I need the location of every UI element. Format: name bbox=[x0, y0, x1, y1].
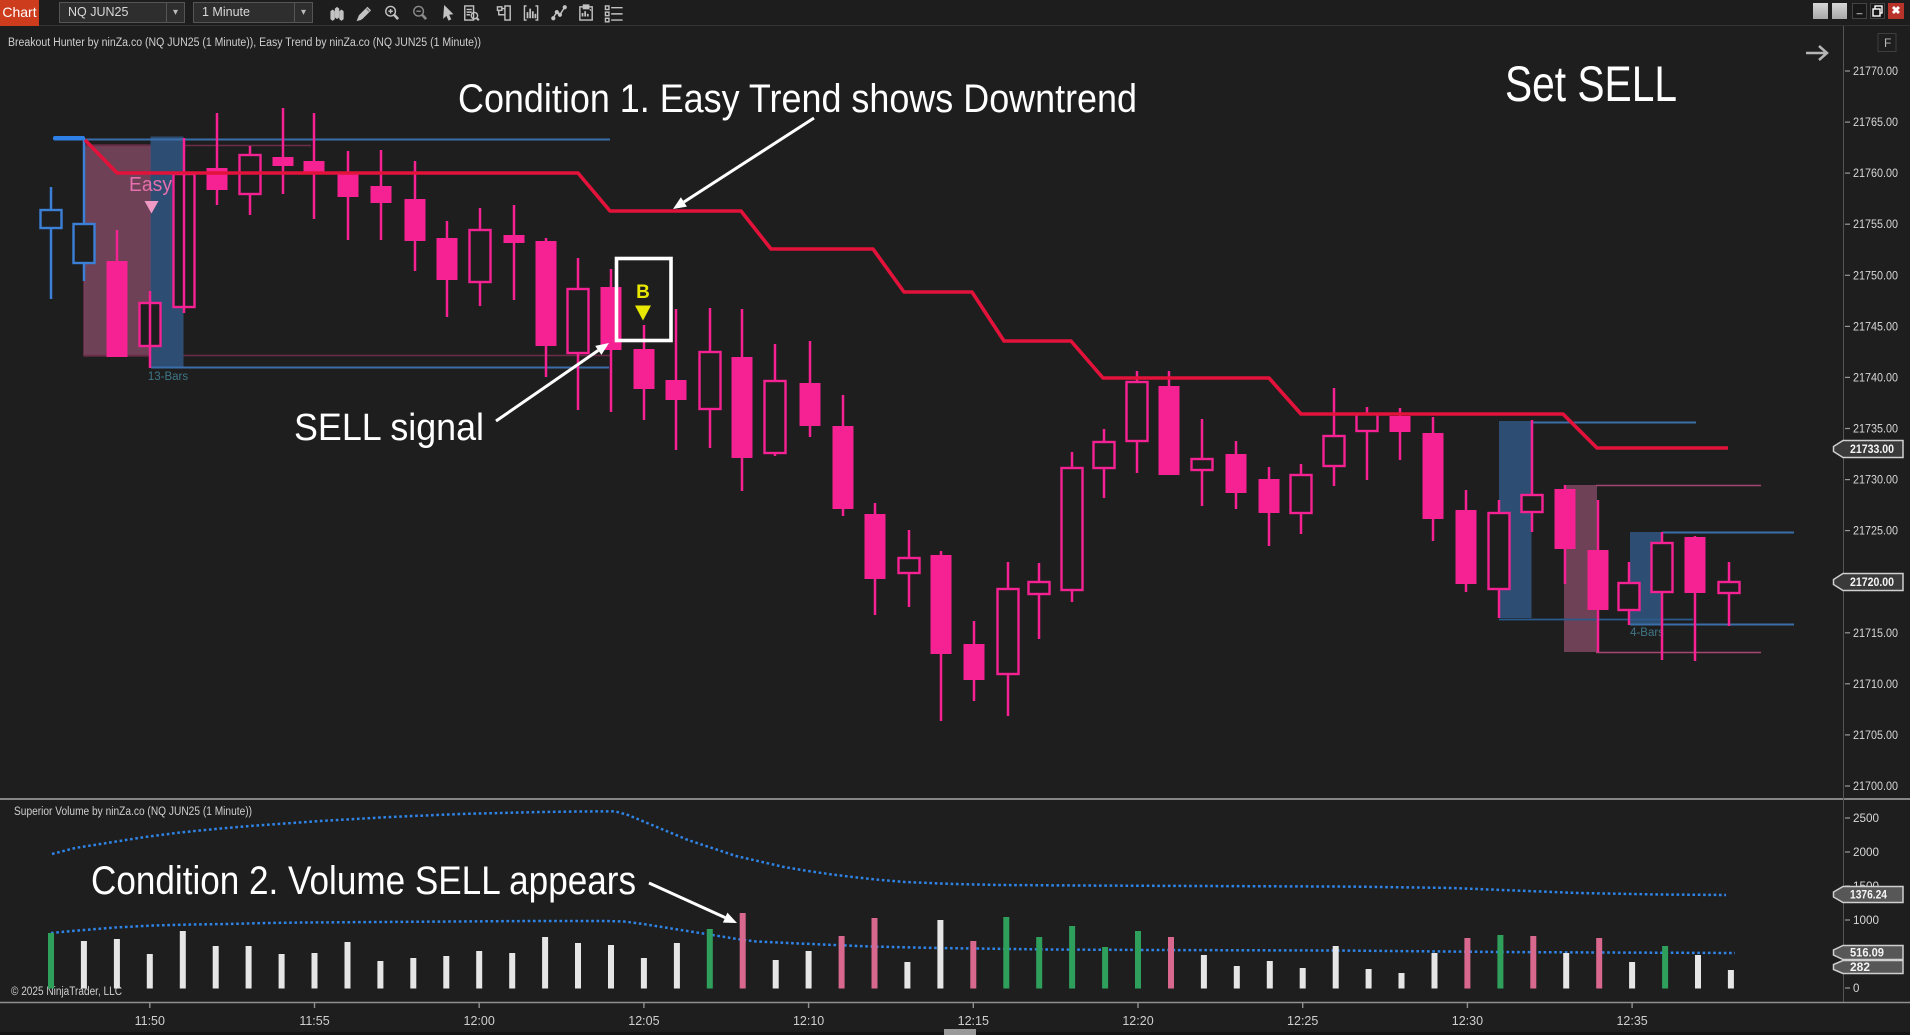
svg-text:2000: 2000 bbox=[1853, 847, 1879, 859]
svg-text:21733.00: 21733.00 bbox=[1850, 444, 1894, 456]
svg-text:21730.00: 21730.00 bbox=[1853, 475, 1898, 487]
svg-text:1376.24: 1376.24 bbox=[1850, 890, 1888, 902]
svg-text:21705.00: 21705.00 bbox=[1853, 730, 1898, 742]
svg-text:12:00: 12:00 bbox=[464, 1014, 495, 1028]
svg-text:2500: 2500 bbox=[1853, 813, 1879, 825]
svg-text:516.09: 516.09 bbox=[1850, 948, 1884, 960]
svg-text:Condition 2. Volume SELL appea: Condition 2. Volume SELL appears bbox=[91, 859, 636, 903]
svg-text:21755.00: 21755.00 bbox=[1853, 219, 1898, 231]
svg-text:4-Bars: 4-Bars bbox=[1630, 627, 1664, 639]
svg-text:21710.00: 21710.00 bbox=[1853, 679, 1898, 691]
svg-text:21715.00: 21715.00 bbox=[1853, 628, 1898, 640]
svg-text:11:55: 11:55 bbox=[299, 1014, 329, 1028]
svg-text:12:10: 12:10 bbox=[793, 1014, 824, 1028]
svg-text:12:35: 12:35 bbox=[1616, 1014, 1647, 1028]
svg-text:21750.00: 21750.00 bbox=[1853, 270, 1898, 282]
svg-text:12:15: 12:15 bbox=[958, 1014, 989, 1028]
svg-text:11:50: 11:50 bbox=[135, 1014, 165, 1028]
svg-text:12:20: 12:20 bbox=[1122, 1014, 1153, 1028]
svg-text:21700.00: 21700.00 bbox=[1853, 781, 1898, 793]
svg-text:21745.00: 21745.00 bbox=[1853, 321, 1898, 333]
svg-text:21725.00: 21725.00 bbox=[1853, 526, 1898, 538]
svg-text:12:30: 12:30 bbox=[1452, 1014, 1483, 1028]
svg-text:Breakout Hunter by ninZa.co (N: Breakout Hunter by ninZa.co (NQ JUN25 (1… bbox=[8, 37, 481, 49]
svg-text:© 2025 NinjaTrader, LLC: © 2025 NinjaTrader, LLC bbox=[11, 986, 122, 998]
svg-text:Condition 1. Easy Trend shows: Condition 1. Easy Trend shows Downtrend bbox=[458, 77, 1137, 121]
svg-text:21760.00: 21760.00 bbox=[1853, 168, 1898, 180]
svg-text:SELL signal: SELL signal bbox=[294, 407, 484, 449]
svg-text:F: F bbox=[1884, 36, 1891, 50]
svg-text:Set SELL: Set SELL bbox=[1505, 56, 1677, 112]
svg-text:12:05: 12:05 bbox=[628, 1014, 659, 1028]
svg-text:21735.00: 21735.00 bbox=[1853, 424, 1898, 436]
svg-text:1000: 1000 bbox=[1853, 915, 1879, 927]
svg-text:282: 282 bbox=[1850, 962, 1870, 974]
svg-text:B: B bbox=[636, 282, 650, 303]
svg-text:Easy: Easy bbox=[129, 174, 172, 196]
svg-text:Superior Volume by ninZa.co (N: Superior Volume by ninZa.co (NQ JUN25 (1… bbox=[14, 806, 252, 818]
svg-text:12:25: 12:25 bbox=[1287, 1014, 1318, 1028]
svg-text:0: 0 bbox=[1853, 983, 1859, 995]
svg-text:21770.00: 21770.00 bbox=[1853, 66, 1898, 78]
svg-text:21765.00: 21765.00 bbox=[1853, 117, 1898, 129]
svg-text:21720.00: 21720.00 bbox=[1850, 577, 1894, 589]
svg-text:13-Bars: 13-Bars bbox=[148, 371, 189, 383]
svg-text:21740.00: 21740.00 bbox=[1853, 372, 1898, 384]
